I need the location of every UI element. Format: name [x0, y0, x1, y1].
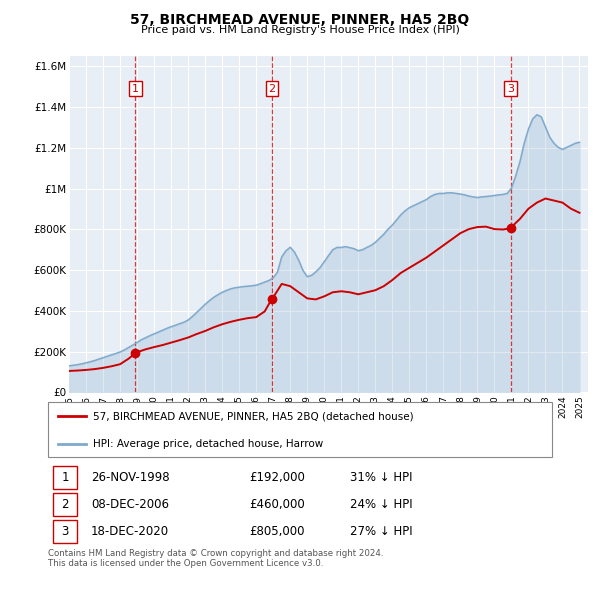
Text: £805,000: £805,000	[250, 525, 305, 538]
Text: HPI: Average price, detached house, Harrow: HPI: Average price, detached house, Harr…	[94, 438, 323, 448]
Text: 3: 3	[507, 84, 514, 94]
FancyBboxPatch shape	[53, 493, 77, 516]
Text: £460,000: £460,000	[250, 498, 305, 511]
Text: 57, BIRCHMEAD AVENUE, PINNER, HA5 2BQ (detached house): 57, BIRCHMEAD AVENUE, PINNER, HA5 2BQ (d…	[94, 411, 414, 421]
Text: 3: 3	[61, 525, 69, 538]
FancyBboxPatch shape	[53, 520, 77, 543]
Text: Price paid vs. HM Land Registry's House Price Index (HPI): Price paid vs. HM Land Registry's House …	[140, 25, 460, 35]
Text: 08-DEC-2006: 08-DEC-2006	[91, 498, 169, 511]
Text: 57, BIRCHMEAD AVENUE, PINNER, HA5 2BQ: 57, BIRCHMEAD AVENUE, PINNER, HA5 2BQ	[130, 13, 470, 27]
Text: 31% ↓ HPI: 31% ↓ HPI	[350, 471, 413, 484]
Text: 1: 1	[132, 84, 139, 94]
Text: 1: 1	[61, 471, 69, 484]
Text: Contains HM Land Registry data © Crown copyright and database right 2024.
This d: Contains HM Land Registry data © Crown c…	[48, 549, 383, 568]
Text: £192,000: £192,000	[250, 471, 305, 484]
Text: 27% ↓ HPI: 27% ↓ HPI	[350, 525, 413, 538]
Text: 26-NOV-1998: 26-NOV-1998	[91, 471, 169, 484]
FancyBboxPatch shape	[48, 402, 552, 457]
FancyBboxPatch shape	[53, 466, 77, 489]
Text: 2: 2	[268, 84, 275, 94]
Text: 24% ↓ HPI: 24% ↓ HPI	[350, 498, 413, 511]
Text: 18-DEC-2020: 18-DEC-2020	[91, 525, 169, 538]
Text: 2: 2	[61, 498, 69, 511]
